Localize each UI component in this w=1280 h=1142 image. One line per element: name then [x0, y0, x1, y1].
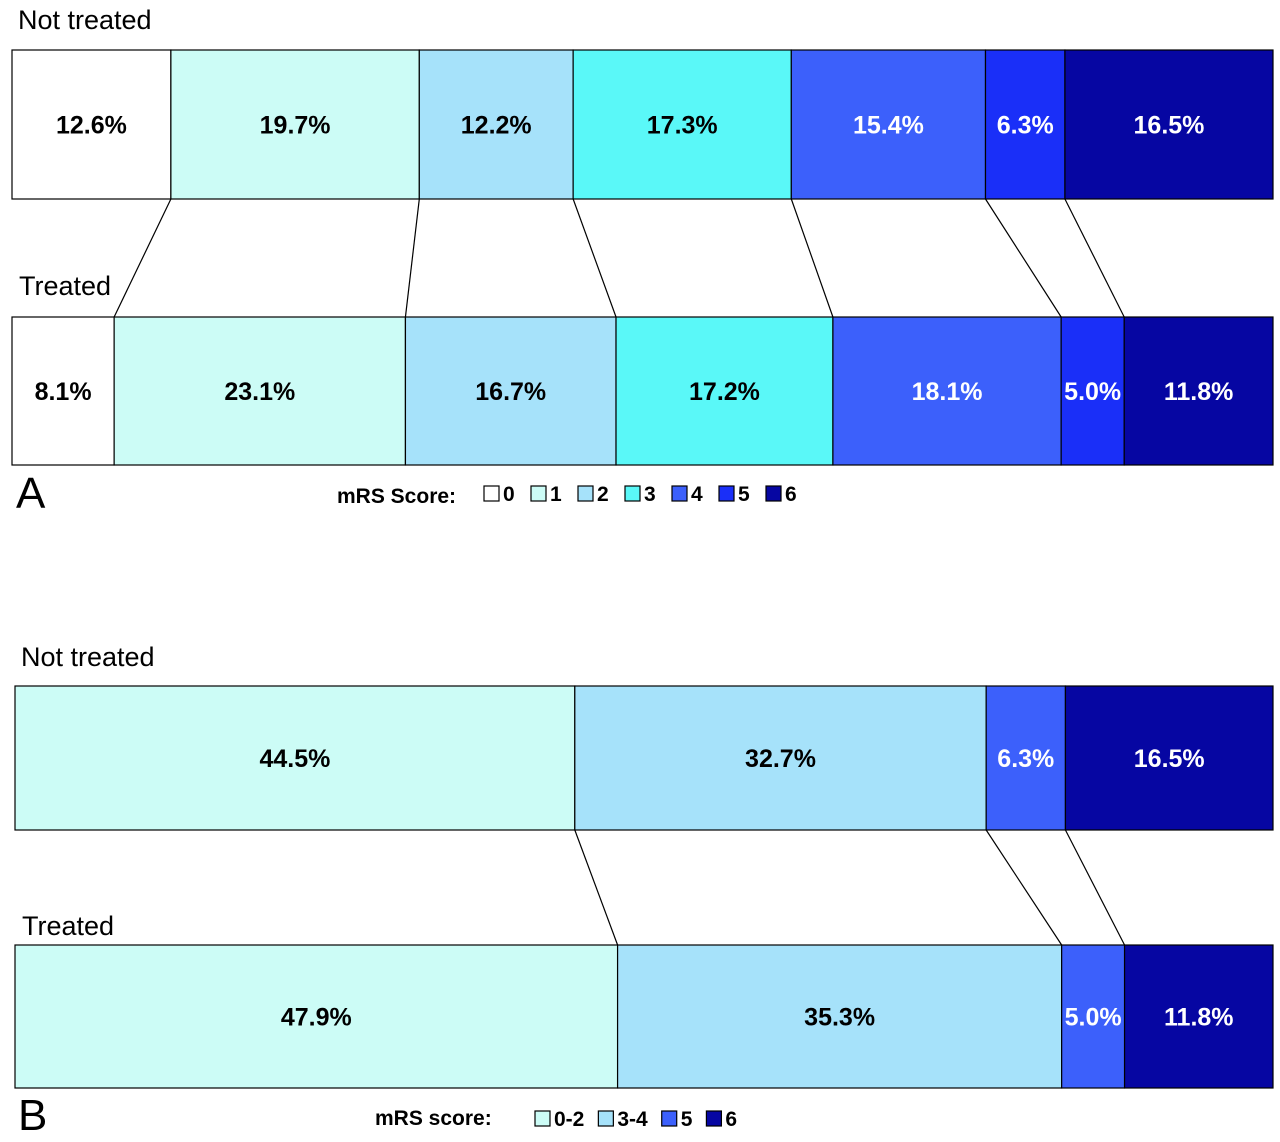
- panel-b: Not treated Treated B 44.5% 32.7% 6.3% 16.5…: [14, 642, 1274, 1140]
- panel-a-connector-line: [572, 198, 617, 318]
- panel-a-legend-swatch-0: [483, 485, 500, 502]
- panel-a-legend-label-4: 4: [691, 483, 703, 506]
- panel-b-row-0-value-label-6: 16.5%: [1134, 745, 1205, 773]
- panel-b-legend-swatch-6: [705, 1110, 723, 1127]
- panel-a-row-0-segment-0: [11, 49, 172, 200]
- panel-a-legend-swatch-4: [671, 485, 688, 502]
- panel-b-legend-swatch-3-4: [597, 1110, 614, 1127]
- panel-b-row-0-segment-6: [1064, 685, 1274, 831]
- panel-a-not-treated-label: Not treated: [18, 5, 152, 35]
- panel-b-legend-label-3-4: 3-4: [617, 1108, 648, 1131]
- panel-b-row-1-value-label-5: 5.0%: [1065, 1004, 1122, 1032]
- panel-a-row-0-value-label-2: 12.2%: [461, 112, 532, 140]
- panel-a-row-0-segment-1: [170, 49, 420, 200]
- panel-a-legend-swatch-2: [577, 485, 594, 502]
- panel-a-row-0-value-label-3: 17.3%: [647, 112, 718, 140]
- panel-a-legend-swatch-1: [530, 485, 547, 502]
- panel-b-legend-label-5: 5: [681, 1108, 693, 1131]
- panel-a-legend-swatch-5: [718, 485, 735, 502]
- panel-a-row-1-segment-5: [1060, 316, 1125, 466]
- panel-b-row-1-value-label-3-4: 35.3%: [804, 1004, 875, 1032]
- panel-a-legend-label-3: 3: [644, 483, 656, 506]
- panel-letter-a: A: [16, 469, 46, 518]
- panel-b-row-1-segment-3-4: [616, 944, 1063, 1089]
- panel-a-legend-label-6: 6: [785, 483, 797, 506]
- panel-b-connectors: [574, 829, 1126, 946]
- panel-a-row-0-value-label-4: 15.4%: [853, 112, 924, 140]
- panel-a-row-0-segment-6: [1064, 49, 1274, 200]
- panel-a-row-1-value-label-3: 17.2%: [689, 378, 760, 406]
- panel-a-row-0-value-label-6: 16.5%: [1134, 112, 1205, 140]
- panel-a-legend-title: mRS Score:: [337, 485, 456, 508]
- panel-a-row-1-segment-1: [113, 316, 407, 466]
- panel-a-row-0-segment-5: [984, 49, 1066, 200]
- panel-b-row-1-value-label-0-2: 47.9%: [281, 1004, 352, 1032]
- panel-b-legend-title: mRS score:: [375, 1107, 492, 1130]
- panel-a-legend-swatch-3: [624, 485, 641, 502]
- panel-a-legend-label-0: 0: [503, 483, 515, 506]
- panel-a-row-0-value-label-1: 19.7%: [260, 112, 331, 140]
- panel-b-row-0-segment-3-4: [574, 685, 987, 831]
- panel-a-row-0-segment-4: [790, 49, 987, 200]
- panel-a-connector-line: [790, 198, 834, 318]
- panel-a-row-1-value-label-1: 23.1%: [224, 378, 295, 406]
- panel-a-treated-label: Treated: [19, 271, 111, 301]
- panel-a-connector-line: [404, 198, 420, 318]
- panel-b-legend-label-0-2: 0-2: [554, 1108, 584, 1131]
- panel-b-row-0-segment-0-2: [14, 685, 576, 831]
- panel-b-legend-swatch-0-2: [534, 1110, 551, 1127]
- panel-a-row-0-value-label-5: 6.3%: [997, 112, 1054, 140]
- panel-a-connector-line: [984, 198, 1062, 318]
- panel-b-row-0-value-label-3-4: 32.7%: [745, 745, 816, 773]
- panel-b-treated-label: Treated: [22, 911, 114, 941]
- panel-a-row-1-segment-0: [11, 316, 115, 466]
- panel-a-not-treated-bar: 12.6% 19.7% 12.2% 17.3% 15.4% 6.3% 16.5%: [11, 49, 1274, 200]
- panel-b-not-treated-label: Not treated: [21, 642, 155, 672]
- panel-b-row-1-value-label-6: 11.8%: [1164, 1004, 1234, 1032]
- panel-a-row-1-value-label-6: 11.8%: [1164, 378, 1234, 406]
- panel-a-row-1-value-label-0: 8.1%: [35, 378, 92, 406]
- panel-b-row-0-segment-5: [985, 685, 1067, 831]
- panel-a-treated-bar: 8.1% 23.1% 16.7% 17.2% 18.1% 5.0% 11.8%: [11, 316, 1274, 466]
- panel-b-row-1-segment-5: [1061, 944, 1126, 1089]
- panel-b-connector-line: [574, 829, 619, 946]
- panel-b-row-0-value-label-0-2: 44.5%: [259, 745, 330, 773]
- panel-a-legend-swatch-6: [765, 485, 782, 502]
- panel-a-connector-line: [1064, 198, 1125, 318]
- panel-b-legend-swatch-5: [661, 1110, 678, 1127]
- panel-a-row-1-segment-4: [832, 316, 1062, 466]
- panel-a-row-1-value-label-2: 16.7%: [475, 378, 546, 406]
- panel-a-connector-line: [113, 198, 172, 318]
- panel-a-legend-label-2: 2: [597, 483, 609, 506]
- panel-a-legend-label-1: 1: [550, 483, 562, 506]
- panel-b-treated-bar: 47.9% 35.3% 5.0% 11.8%: [14, 944, 1274, 1089]
- panel-b-row-0-value-label-5: 6.3%: [997, 745, 1054, 773]
- panel-a-row-0-value-label-0: 12.6%: [56, 112, 127, 140]
- panel-a-row-1-value-label-5: 5.0%: [1064, 378, 1121, 406]
- panel-a-row-0-segment-3: [572, 49, 792, 200]
- panel-b-connector-line: [1064, 829, 1126, 946]
- panel-a-legend-label-5: 5: [738, 483, 750, 506]
- panel-b-connector-line: [985, 829, 1063, 946]
- panel-a-row-1-segment-6: [1123, 316, 1274, 466]
- panel-a: Not treated Treated A 12.6% 19.7% 12.2% 17.…: [11, 5, 1274, 518]
- panel-letter-b: B: [18, 1091, 47, 1140]
- panel-a-connectors: [113, 198, 1125, 318]
- panel-b-row-1-segment-6: [1123, 944, 1274, 1089]
- panel-b-not-treated-bar: 44.5% 32.7% 6.3% 16.5%: [14, 685, 1274, 831]
- panel-b-row-1-segment-0-2: [14, 944, 619, 1089]
- panel-a-row-0-segment-2: [418, 49, 574, 200]
- panel-b-legend: mRS score: 0-2 3-4 5 6: [375, 1107, 737, 1131]
- panel-a-row-1-segment-2: [404, 316, 617, 466]
- panel-b-legend-label-6: 6: [725, 1108, 737, 1131]
- panel-a-row-1-value-label-4: 18.1%: [912, 378, 983, 406]
- panel-a-legend: mRS Score: 0 1 2 3 4 5 6: [337, 483, 797, 508]
